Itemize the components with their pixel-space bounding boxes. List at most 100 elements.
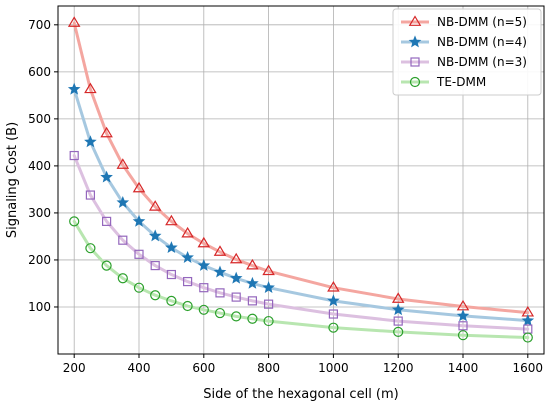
x-axis-ticks: 200 400 600 800 1000 1200 1400 1600 xyxy=(63,354,543,375)
data-point-star xyxy=(327,294,340,307)
data-point-triangle xyxy=(148,200,162,211)
data-point-triangle xyxy=(116,158,130,169)
data-point-circle xyxy=(393,326,404,337)
data-point-square xyxy=(166,269,176,280)
data-point-star xyxy=(197,258,211,271)
data-point-star xyxy=(165,241,178,254)
x-tick-label: 1200 xyxy=(383,361,414,375)
legend-entry-label: NB-DMM (n=4) xyxy=(437,35,527,49)
data-point-triangle xyxy=(262,264,275,276)
data-point-triangle xyxy=(67,16,81,27)
data-point-square xyxy=(69,150,79,161)
x-tick-label: 1600 xyxy=(513,361,544,375)
data-point-square xyxy=(101,216,112,226)
legend-entry-label: NB-DMM (n=3) xyxy=(437,55,527,69)
y-axis-label: Signaling Cost (B) xyxy=(5,122,20,238)
data-point-circle xyxy=(198,304,209,315)
data-point-star xyxy=(181,250,194,263)
data-point-square xyxy=(328,309,338,319)
data-point-circle xyxy=(457,330,469,341)
legend-circle-icon xyxy=(409,76,421,88)
y-tick-label: 300 xyxy=(28,206,51,220)
data-point-circle xyxy=(85,243,96,254)
series-line-1 xyxy=(72,87,530,323)
data-point-square xyxy=(393,316,403,326)
data-point-triangle xyxy=(391,292,405,303)
x-tick-label: 200 xyxy=(63,361,86,375)
series-line-0 xyxy=(72,21,530,315)
x-axis-label: Side of the hexagonal cell (m) xyxy=(203,387,399,402)
y-tick-label: 200 xyxy=(28,253,51,267)
series-line-2 xyxy=(72,154,530,331)
data-point-star xyxy=(67,82,81,95)
data-point-circle xyxy=(263,315,274,327)
data-point-triangle xyxy=(132,181,146,193)
data-point-square xyxy=(215,288,225,298)
series-markers xyxy=(67,16,535,343)
data-point-square xyxy=(247,296,257,306)
data-point-circle xyxy=(182,300,193,312)
data-point-circle xyxy=(117,273,128,284)
data-point-square xyxy=(150,260,160,271)
x-tick-label: 800 xyxy=(257,361,280,375)
data-point-triangle xyxy=(84,82,97,94)
data-point-star xyxy=(148,229,162,242)
data-point-circle xyxy=(133,282,145,293)
data-point-star xyxy=(456,309,470,322)
data-point-circle xyxy=(150,290,161,301)
legend-triangle-icon xyxy=(408,15,422,26)
data-point-star xyxy=(262,281,275,294)
data-point-square xyxy=(199,283,209,293)
data-point-star xyxy=(521,313,535,326)
data-point-triangle xyxy=(181,226,194,238)
y-tick-label: 100 xyxy=(28,300,51,314)
data-point-circle xyxy=(231,311,242,322)
legend-box xyxy=(392,8,542,96)
y-tick-label: 700 xyxy=(28,18,51,32)
data-point-circle xyxy=(247,313,258,324)
data-point-triangle xyxy=(100,126,113,138)
plot-frame xyxy=(57,5,545,355)
data-point-circle xyxy=(328,322,339,333)
data-point-triangle xyxy=(246,258,259,270)
data-point-triangle xyxy=(197,236,211,248)
series-line-3 xyxy=(72,219,530,340)
data-point-star xyxy=(229,271,243,284)
data-point-square xyxy=(458,321,468,331)
x-tick-label: 1400 xyxy=(448,361,479,375)
data-point-star xyxy=(246,276,259,289)
data-point-star xyxy=(100,170,113,183)
data-point-square xyxy=(118,235,128,245)
data-point-star xyxy=(116,195,130,208)
y-axis-ticks: 100 200 300 400 500 600 700 xyxy=(28,18,58,314)
data-point-star xyxy=(391,303,405,316)
legend-star-icon xyxy=(408,35,422,48)
x-tick-label: 400 xyxy=(128,361,151,375)
data-point-square xyxy=(183,276,193,287)
legend-entry-label: TE-DMM xyxy=(436,75,486,89)
legend: NB-DMM (n=5) NB-DMM (n=4) NB-DMM (n=3) TE-D… xyxy=(392,8,542,96)
data-point-triangle xyxy=(213,245,227,256)
data-point-square xyxy=(264,299,274,309)
data-point-circle xyxy=(101,260,112,271)
data-point-triangle xyxy=(165,214,178,226)
data-point-square xyxy=(231,292,241,302)
data-point-circle xyxy=(69,216,80,227)
y-tick-label: 500 xyxy=(28,112,51,126)
legend-entry-label: NB-DMM (n=5) xyxy=(437,15,527,29)
data-point-star xyxy=(213,265,227,278)
data-point-circle xyxy=(214,307,226,319)
x-tick-label: 600 xyxy=(192,361,215,375)
data-point-triangle xyxy=(327,281,340,292)
data-point-circle xyxy=(522,332,533,343)
data-point-circle xyxy=(166,295,177,306)
x-tick-label: 1000 xyxy=(318,361,349,375)
y-tick-label: 600 xyxy=(28,65,51,79)
data-point-square xyxy=(134,249,144,259)
data-point-star xyxy=(84,135,97,148)
y-tick-label: 400 xyxy=(28,159,51,173)
data-point-star xyxy=(132,214,146,227)
data-point-triangle xyxy=(229,252,243,264)
legend-square-icon xyxy=(410,57,420,67)
